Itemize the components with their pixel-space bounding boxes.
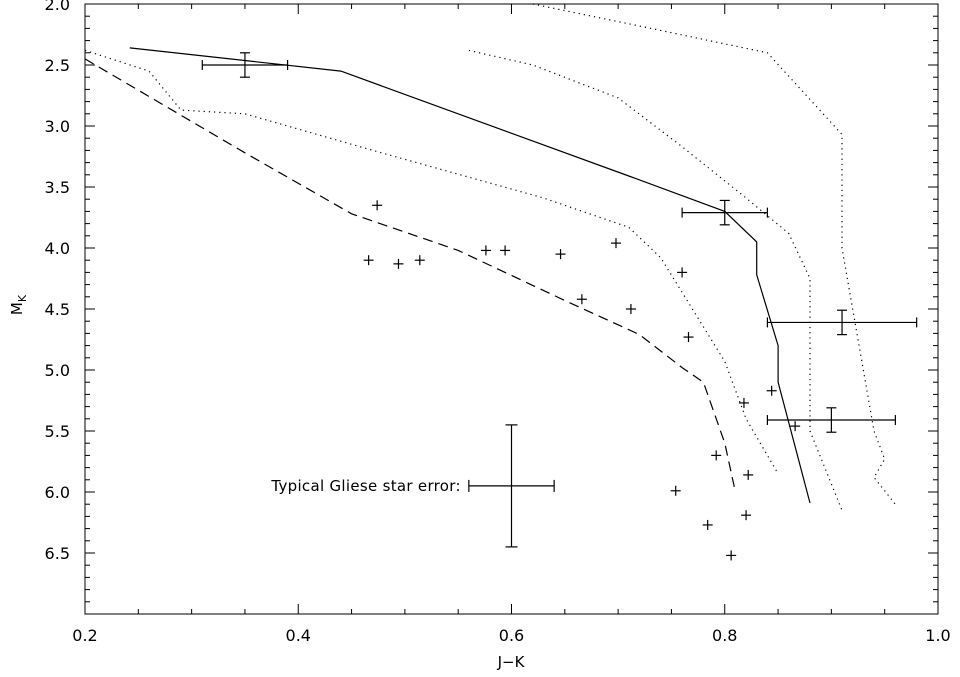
plus-marker (625, 304, 636, 314)
plus-marker (738, 397, 749, 408)
error-bar-point (681, 199, 769, 226)
y-axis-label: MK (8, 294, 29, 315)
x-tick-label: 0.8 (712, 626, 737, 645)
curve-dotted-4 (532, 3, 896, 505)
typical-error-annotation: Typical Gliese star error: (270, 424, 555, 548)
y-tick-label: 2.5 (45, 56, 70, 75)
y-tick-label: 6.5 (45, 544, 70, 563)
y-tick-label: 5.5 (45, 422, 70, 441)
x-tick-label: 0.4 (286, 626, 311, 645)
plus-marker (741, 510, 752, 521)
plus-marker (393, 258, 404, 269)
plus-marker (372, 200, 383, 211)
plus-marker (702, 519, 713, 530)
error-bar-point (766, 407, 896, 433)
error-bar-point (766, 309, 918, 336)
typical-error-label: Typical Gliese star error: (270, 477, 461, 495)
y-tick-label: 2.0 (45, 0, 70, 14)
y-axis-label-main: M (8, 302, 26, 315)
plus-marker (670, 485, 681, 496)
y-tick-label: 4.5 (45, 300, 70, 319)
error-bar-point (201, 52, 289, 78)
data-points (363, 200, 801, 561)
plus-marker (480, 245, 491, 256)
typical-error-bar (468, 424, 555, 548)
y-tick-label: 3.0 (45, 117, 70, 136)
x-tick-label: 0.6 (499, 626, 524, 645)
svg-text:MK: MK (8, 294, 29, 315)
plus-marker (766, 385, 777, 396)
y-tick-label: 6.0 (45, 483, 70, 502)
curve-solid-0 (129, 47, 811, 504)
y-axis: 2.0 2.5 3.0 3.5 4.0 4.5 5.0 5.5 6.0 6.5 (45, 0, 938, 603)
plus-marker (414, 255, 425, 266)
y-tick-label: 5.0 (45, 361, 70, 380)
y-tick-label: 3.5 (45, 178, 70, 197)
plus-marker (743, 469, 754, 480)
curve-dashed-1 (84, 58, 736, 493)
error-bar-points (201, 52, 918, 433)
x-axis: 0.2 0.4 0.6 0.8 1.0 (72, 4, 951, 645)
plus-marker (555, 249, 566, 260)
y-axis-label-sub: K (16, 294, 29, 302)
x-axis-label: J−K (497, 653, 526, 671)
x-tick-label: 1.0 (925, 626, 950, 645)
plus-marker (677, 267, 688, 278)
plus-marker (576, 294, 587, 305)
plus-marker (610, 238, 621, 249)
plus-marker (790, 421, 801, 432)
plus-marker (711, 450, 722, 461)
curve-dotted-2 (84, 49, 779, 475)
curve-dotted-3 (468, 49, 843, 511)
model-curves (84, 3, 896, 511)
plus-marker (363, 255, 374, 266)
plus-marker (726, 550, 737, 561)
y-tick-label: 4.0 (45, 239, 70, 258)
plus-marker (500, 245, 511, 256)
plus-marker (683, 332, 694, 343)
x-tick-label: 0.2 (72, 626, 97, 645)
